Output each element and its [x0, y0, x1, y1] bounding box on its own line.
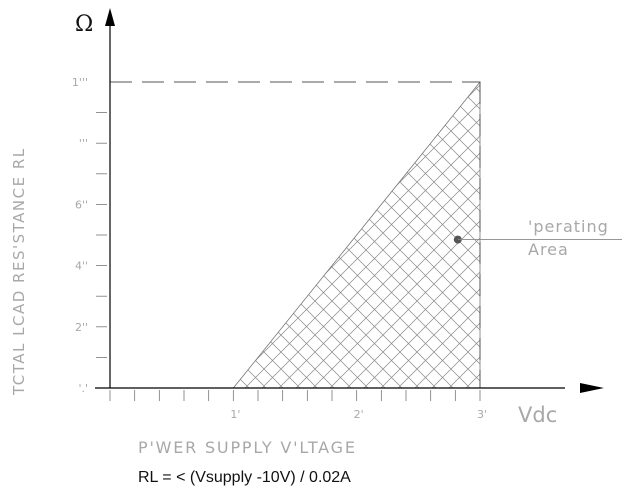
- y-axis-title: TCTAL LCAD RES'STANCE RL: [10, 147, 28, 396]
- y-tick-labels: '.' 2'' 4'' 6'' ''' 1''': [72, 76, 88, 395]
- operating-area-label-line1: 'perating: [528, 217, 609, 236]
- x-tick-label: 1': [230, 408, 240, 421]
- y-tick-label: 2'': [75, 321, 88, 334]
- x-tick-label: 3': [477, 408, 487, 421]
- formula: RL = < (Vsupply -10V) / 0.02A: [138, 469, 351, 486]
- y-unit-symbol: Ω: [75, 12, 93, 37]
- x-axis-arrow: [580, 383, 604, 393]
- y-tick-label: ''': [79, 137, 88, 150]
- x-unit-label: Vdc: [518, 403, 557, 427]
- y-tick-label: 6'': [75, 198, 88, 211]
- y-axis-minor-ticks: [96, 112, 107, 358]
- y-axis-arrow: [105, 8, 115, 26]
- x-axis-title: P'WER SUPPLY V'LTAGE: [138, 438, 357, 457]
- y-tick-label: 1''': [72, 76, 88, 89]
- y-tick-label: 4'': [75, 260, 88, 273]
- x-tick-label: 2': [354, 408, 364, 421]
- x-axis-minor-ticks: [109, 390, 481, 401]
- y-tick-label: '.': [78, 382, 88, 395]
- operating-area-label-line2: Area: [528, 240, 569, 259]
- operating-area-outline: [232, 80, 481, 389]
- x-tick-labels: 1' 2' 3': [230, 408, 487, 421]
